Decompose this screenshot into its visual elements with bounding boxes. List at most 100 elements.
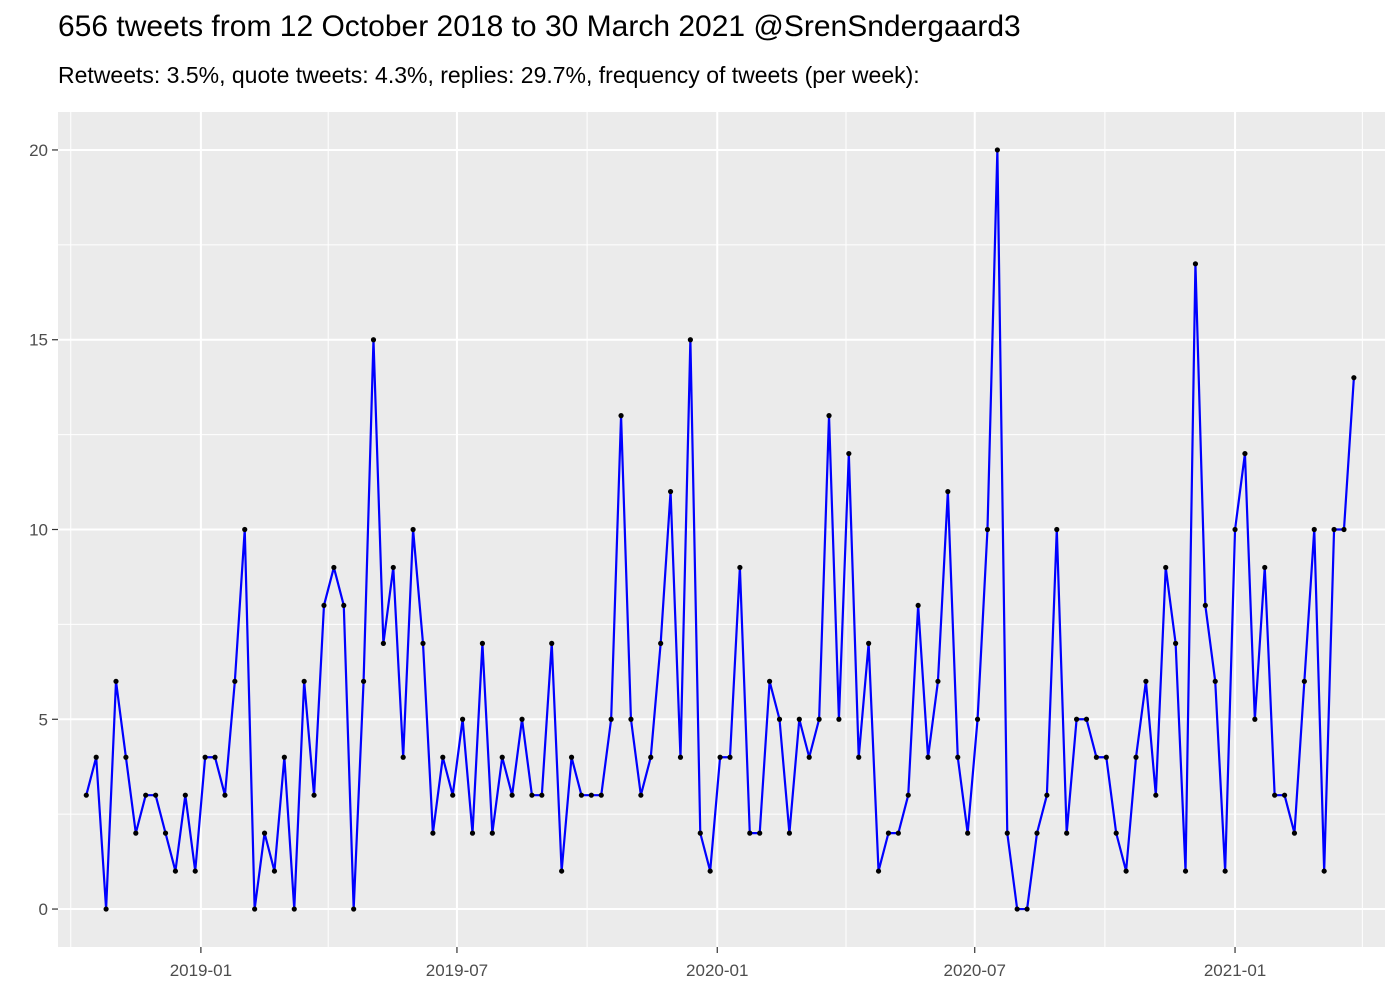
data-point <box>1073 716 1080 722</box>
data-point <box>638 792 644 798</box>
y-tick-label: 20 <box>29 141 48 160</box>
data-point <box>836 716 842 722</box>
data-point <box>1311 526 1317 533</box>
data-point <box>707 868 713 874</box>
data-point <box>123 754 129 760</box>
data-point <box>1153 792 1159 798</box>
x-tick-label: 2019-07 <box>426 961 488 980</box>
x-tick-label: 2020-07 <box>944 961 1006 980</box>
chart-title: 656 tweets from 12 October 2018 to 30 Ma… <box>58 10 1021 43</box>
data-point <box>281 754 287 760</box>
data-point <box>598 792 604 798</box>
data-point <box>360 678 367 684</box>
data-point <box>935 678 941 684</box>
data-point <box>1242 450 1248 457</box>
y-tick-label: 10 <box>29 521 48 540</box>
data-point <box>341 602 347 609</box>
data-point <box>460 716 466 722</box>
chart-subtitle: Retweets: 3.5%, quote tweets: 4.3%, repl… <box>58 62 920 88</box>
data-point <box>588 792 594 798</box>
data-point <box>430 830 436 836</box>
data-point <box>242 526 248 533</box>
data-point <box>172 868 179 874</box>
data-point <box>1182 868 1189 874</box>
data-point <box>450 792 456 798</box>
data-point <box>846 450 852 457</box>
data-point <box>1093 754 1099 760</box>
data-point <box>192 868 198 874</box>
data-point <box>400 754 406 760</box>
x-tick-label: 2021-01 <box>1204 961 1266 980</box>
data-point <box>568 754 575 760</box>
data-point <box>905 792 911 798</box>
data-point <box>1163 564 1169 571</box>
data-point <box>737 564 743 571</box>
data-point <box>697 830 703 836</box>
data-point <box>93 754 99 760</box>
data-point <box>103 906 109 912</box>
data-point <box>261 830 268 836</box>
data-point <box>232 678 238 684</box>
data-point <box>331 564 337 571</box>
data-point <box>974 716 981 722</box>
data-point <box>212 754 218 760</box>
data-point <box>915 602 921 609</box>
data-point <box>1192 261 1199 267</box>
data-point <box>559 868 565 874</box>
y-tick-label: 0 <box>39 900 48 919</box>
data-point <box>549 640 555 646</box>
data-point <box>1133 754 1139 760</box>
data-point <box>410 526 416 533</box>
data-point <box>519 716 525 722</box>
data-point <box>499 754 505 760</box>
data-point <box>479 640 486 646</box>
data-point <box>301 678 307 684</box>
data-point <box>1252 716 1258 722</box>
data-point <box>143 792 149 798</box>
data-point <box>875 868 882 874</box>
data-point <box>509 792 515 798</box>
series-points-group <box>83 147 1357 912</box>
data-point <box>578 792 585 798</box>
data-point <box>796 716 802 722</box>
data-point <box>1113 830 1119 836</box>
data-point <box>351 906 357 912</box>
data-point <box>866 640 872 646</box>
data-point <box>826 413 832 419</box>
data-point <box>776 716 783 722</box>
data-point <box>153 792 159 798</box>
data-point <box>321 602 327 609</box>
data-point <box>1034 830 1040 836</box>
data-point <box>83 792 89 798</box>
data-point <box>1202 602 1208 609</box>
data-point <box>469 830 476 836</box>
data-point <box>727 754 733 760</box>
data-point <box>1123 868 1129 874</box>
data-point <box>885 830 892 836</box>
data-point <box>1024 906 1030 912</box>
data-point <box>390 564 396 571</box>
data-point <box>252 906 258 912</box>
data-point <box>648 754 654 760</box>
data-point <box>955 754 961 760</box>
data-point <box>687 337 693 343</box>
data-point <box>628 716 634 722</box>
data-point <box>1222 868 1228 874</box>
y-tick-label: 15 <box>29 331 48 350</box>
x-axis: 2019-01 2019-07 2020-01 2020-07 2021-01 <box>170 947 1266 980</box>
data-point <box>1044 792 1050 798</box>
data-point <box>806 754 812 760</box>
data-point <box>1212 678 1218 684</box>
data-point <box>1143 678 1149 684</box>
data-point <box>1272 792 1278 798</box>
data-point <box>1083 716 1090 722</box>
data-point <box>747 830 753 836</box>
data-point <box>1321 868 1327 874</box>
data-point <box>717 754 723 760</box>
data-point <box>767 678 773 684</box>
data-point <box>895 830 901 836</box>
data-point <box>1014 906 1020 912</box>
data-point <box>420 640 426 646</box>
grid-major <box>58 112 1385 947</box>
data-point <box>1064 830 1070 836</box>
